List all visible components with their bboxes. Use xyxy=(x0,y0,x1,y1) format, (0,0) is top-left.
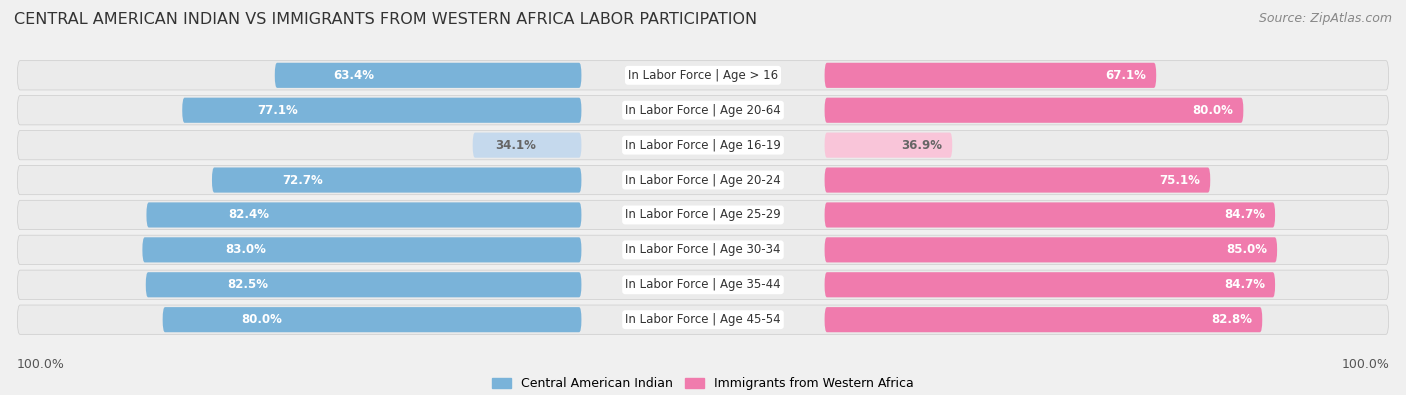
Text: In Labor Force | Age 30-34: In Labor Force | Age 30-34 xyxy=(626,243,780,256)
FancyBboxPatch shape xyxy=(212,167,582,193)
Text: 100.0%: 100.0% xyxy=(17,358,65,371)
Text: 67.1%: 67.1% xyxy=(1105,69,1146,82)
FancyBboxPatch shape xyxy=(824,167,1211,193)
Text: 75.1%: 75.1% xyxy=(1159,173,1201,186)
FancyBboxPatch shape xyxy=(274,63,582,88)
FancyBboxPatch shape xyxy=(472,133,582,158)
FancyBboxPatch shape xyxy=(824,98,1243,123)
FancyBboxPatch shape xyxy=(17,270,1389,299)
Text: 85.0%: 85.0% xyxy=(1226,243,1267,256)
Text: 82.4%: 82.4% xyxy=(228,209,269,222)
Text: 84.7%: 84.7% xyxy=(1225,278,1265,291)
Text: In Labor Force | Age 16-19: In Labor Force | Age 16-19 xyxy=(626,139,780,152)
FancyBboxPatch shape xyxy=(146,202,582,228)
FancyBboxPatch shape xyxy=(17,166,1389,195)
FancyBboxPatch shape xyxy=(183,98,582,123)
Text: 80.0%: 80.0% xyxy=(242,313,283,326)
FancyBboxPatch shape xyxy=(17,235,1389,265)
FancyBboxPatch shape xyxy=(824,237,1277,262)
Text: 36.9%: 36.9% xyxy=(901,139,942,152)
Legend: Central American Indian, Immigrants from Western Africa: Central American Indian, Immigrants from… xyxy=(488,372,918,395)
FancyBboxPatch shape xyxy=(824,272,1275,297)
FancyBboxPatch shape xyxy=(824,63,1156,88)
Text: In Labor Force | Age 45-54: In Labor Force | Age 45-54 xyxy=(626,313,780,326)
Text: 80.0%: 80.0% xyxy=(1192,104,1233,117)
Text: 34.1%: 34.1% xyxy=(496,139,537,152)
Text: In Labor Force | Age 35-44: In Labor Force | Age 35-44 xyxy=(626,278,780,291)
FancyBboxPatch shape xyxy=(17,305,1389,334)
Text: 82.8%: 82.8% xyxy=(1211,313,1253,326)
FancyBboxPatch shape xyxy=(17,200,1389,229)
Text: 100.0%: 100.0% xyxy=(1341,358,1389,371)
Text: In Labor Force | Age 20-64: In Labor Force | Age 20-64 xyxy=(626,104,780,117)
FancyBboxPatch shape xyxy=(17,61,1389,90)
Text: 72.7%: 72.7% xyxy=(281,173,322,186)
FancyBboxPatch shape xyxy=(824,202,1275,228)
Text: 77.1%: 77.1% xyxy=(257,104,298,117)
Text: Source: ZipAtlas.com: Source: ZipAtlas.com xyxy=(1258,12,1392,25)
FancyBboxPatch shape xyxy=(142,237,582,262)
FancyBboxPatch shape xyxy=(17,130,1389,160)
Text: In Labor Force | Age 20-24: In Labor Force | Age 20-24 xyxy=(626,173,780,186)
FancyBboxPatch shape xyxy=(146,272,582,297)
FancyBboxPatch shape xyxy=(824,307,1263,332)
Text: In Labor Force | Age 25-29: In Labor Force | Age 25-29 xyxy=(626,209,780,222)
Text: 83.0%: 83.0% xyxy=(225,243,266,256)
FancyBboxPatch shape xyxy=(17,96,1389,125)
FancyBboxPatch shape xyxy=(163,307,582,332)
FancyBboxPatch shape xyxy=(824,133,952,158)
Text: 82.5%: 82.5% xyxy=(228,278,269,291)
Text: In Labor Force | Age > 16: In Labor Force | Age > 16 xyxy=(628,69,778,82)
Text: 84.7%: 84.7% xyxy=(1225,209,1265,222)
Text: 63.4%: 63.4% xyxy=(333,69,374,82)
Text: CENTRAL AMERICAN INDIAN VS IMMIGRANTS FROM WESTERN AFRICA LABOR PARTICIPATION: CENTRAL AMERICAN INDIAN VS IMMIGRANTS FR… xyxy=(14,12,758,27)
